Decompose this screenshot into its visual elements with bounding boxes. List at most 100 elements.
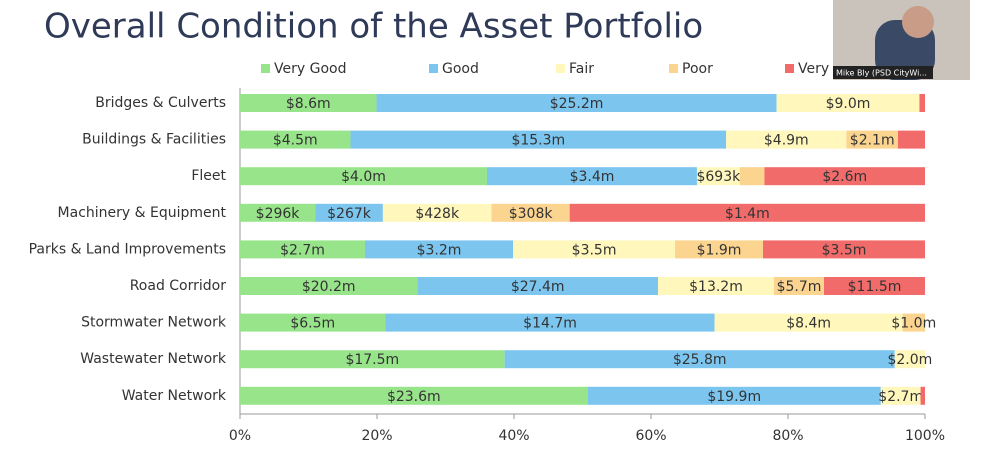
data-label: $4.9m bbox=[764, 133, 809, 149]
bar-segment bbox=[417, 277, 659, 295]
x-tick-label: 20% bbox=[361, 428, 392, 444]
bar-segment bbox=[894, 350, 925, 369]
bar-segment bbox=[240, 386, 588, 405]
data-label: $17.5m bbox=[345, 352, 399, 368]
data-label: $8.4m bbox=[786, 316, 831, 332]
bar-segment bbox=[240, 167, 488, 186]
legend-swatch bbox=[261, 64, 270, 73]
y-tick-label: Machinery & Equipment bbox=[58, 205, 227, 221]
legend-label: Fair bbox=[569, 61, 594, 77]
bar-segment bbox=[763, 240, 925, 259]
data-label: $25.2m bbox=[550, 96, 604, 112]
legend-label: Poor bbox=[682, 61, 713, 77]
bar-segment bbox=[714, 313, 903, 332]
data-label: $2.0m bbox=[887, 352, 932, 368]
bar-segment bbox=[696, 167, 740, 186]
webcam-overlay: Mike Bly (PSD CityWi... bbox=[833, 0, 970, 80]
data-label: $23.6m bbox=[387, 389, 441, 405]
legend-swatch bbox=[556, 64, 565, 73]
data-label: $6.5m bbox=[290, 316, 335, 332]
bar-segment bbox=[240, 94, 377, 112]
data-label: $2.1m bbox=[850, 133, 895, 149]
data-label: $3.5m bbox=[822, 242, 867, 258]
bar-segment bbox=[902, 313, 925, 332]
y-tick-label: Wastewater Network bbox=[80, 351, 227, 367]
bar-segment bbox=[824, 277, 925, 295]
bar-segment bbox=[776, 94, 920, 112]
data-label: $2.7m bbox=[878, 389, 923, 405]
y-tick-label: Buildings & Facilities bbox=[82, 132, 226, 148]
bar-segment bbox=[897, 130, 925, 149]
data-label: $2.7m bbox=[280, 242, 325, 258]
bar-segment bbox=[880, 386, 921, 405]
bar-segment bbox=[376, 94, 777, 112]
data-label: $3.2m bbox=[417, 242, 462, 258]
y-tick-label: Fleet bbox=[191, 168, 226, 184]
data-label: $1.9m bbox=[697, 242, 742, 258]
x-tick-label: 0% bbox=[229, 428, 251, 444]
bar-segment bbox=[240, 130, 351, 149]
bar-segment bbox=[739, 167, 765, 186]
x-tick-label: 100% bbox=[905, 428, 945, 444]
bar-segment bbox=[385, 313, 715, 332]
data-label: $13.2m bbox=[689, 279, 743, 295]
data-label: $5.7m bbox=[777, 279, 822, 295]
data-label: $296k bbox=[256, 206, 301, 222]
bar-segment bbox=[658, 277, 774, 295]
bar-segment bbox=[350, 130, 727, 149]
data-label: $4.0m bbox=[341, 169, 386, 185]
bar-segment bbox=[587, 386, 881, 405]
x-tick-label: 80% bbox=[772, 428, 803, 444]
bar-segment bbox=[240, 277, 418, 295]
x-tick-label: 40% bbox=[498, 428, 529, 444]
data-label: $693k bbox=[696, 169, 741, 185]
webcam-caption: Mike Bly (PSD CityWi... bbox=[836, 69, 927, 78]
bar-segment bbox=[240, 240, 365, 259]
bar-segment bbox=[919, 94, 925, 112]
bar-segment bbox=[920, 386, 925, 405]
bar-segment bbox=[240, 203, 316, 222]
y-tick-label: Stormwater Network bbox=[81, 315, 227, 331]
data-label: $19.9m bbox=[707, 389, 761, 405]
data-label: $14.7m bbox=[523, 316, 577, 332]
data-label: $308k bbox=[509, 206, 554, 222]
bar-segment bbox=[569, 203, 925, 222]
bar-segment bbox=[240, 313, 386, 332]
bar-segment bbox=[846, 130, 898, 149]
data-label: $15.3m bbox=[511, 133, 565, 149]
legend-swatch bbox=[785, 64, 794, 73]
data-label: $11.5m bbox=[848, 279, 902, 295]
data-label: $20.2m bbox=[302, 279, 356, 295]
data-label: $2.6m bbox=[822, 169, 867, 185]
data-label: $1.4m bbox=[725, 206, 770, 222]
data-label: $267k bbox=[327, 206, 372, 222]
x-tick-label: 60% bbox=[635, 428, 666, 444]
bar-segment bbox=[364, 240, 514, 259]
data-label: $8.6m bbox=[286, 96, 331, 112]
data-label: $3.5m bbox=[572, 242, 617, 258]
bar-segment bbox=[773, 277, 825, 295]
data-label: $25.8m bbox=[673, 352, 727, 368]
webcam-caption-bg bbox=[833, 66, 933, 79]
legend-swatch bbox=[669, 64, 678, 73]
bar-segment bbox=[382, 203, 492, 222]
bar-segment bbox=[315, 203, 383, 222]
bar-segment bbox=[491, 203, 570, 222]
bar-segment bbox=[504, 350, 895, 369]
y-tick-label: Parks & Land Improvements bbox=[29, 241, 226, 257]
bar-segment bbox=[764, 167, 925, 186]
data-label: $9.0m bbox=[826, 96, 871, 112]
data-label: $4.5m bbox=[273, 133, 318, 149]
bar-segment bbox=[675, 240, 764, 259]
y-tick-label: Water Network bbox=[122, 388, 227, 404]
bar-segment bbox=[487, 167, 697, 186]
legend-swatch bbox=[429, 64, 438, 73]
webcam-head bbox=[902, 6, 934, 38]
legend-label: Good bbox=[442, 61, 479, 77]
bar-segment bbox=[513, 240, 676, 259]
bar-segment bbox=[240, 350, 505, 369]
data-label: $428k bbox=[415, 206, 460, 222]
y-tick-label: Road Corridor bbox=[130, 278, 227, 294]
data-label: $3.4m bbox=[570, 169, 615, 185]
